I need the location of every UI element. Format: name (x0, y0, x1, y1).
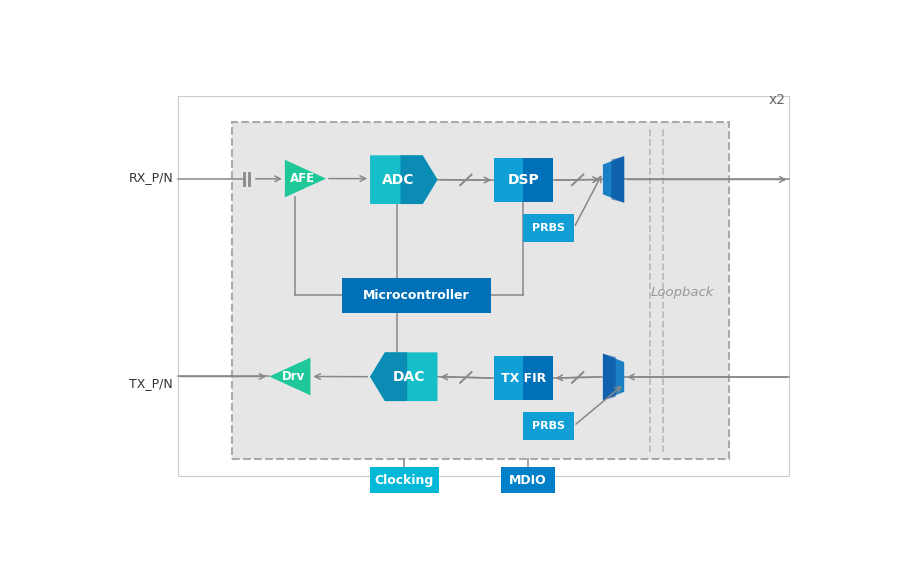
Text: PRBS: PRBS (532, 421, 565, 431)
Polygon shape (370, 352, 438, 401)
Polygon shape (603, 156, 624, 203)
FancyBboxPatch shape (232, 122, 728, 459)
Text: RX_P/N: RX_P/N (128, 171, 173, 184)
Text: Drv: Drv (281, 370, 305, 383)
Text: DAC: DAC (393, 370, 425, 384)
Polygon shape (370, 155, 438, 204)
Text: DSP: DSP (507, 173, 540, 187)
Text: PRBS: PRBS (532, 223, 565, 233)
Polygon shape (603, 354, 616, 400)
Polygon shape (285, 160, 326, 197)
Polygon shape (611, 156, 624, 203)
Polygon shape (495, 356, 523, 400)
Text: Loopback: Loopback (650, 286, 714, 299)
Polygon shape (523, 159, 552, 202)
Text: MDIO: MDIO (509, 474, 547, 487)
Text: TX FIR: TX FIR (501, 371, 546, 385)
Text: Microcontroller: Microcontroller (363, 289, 470, 302)
FancyBboxPatch shape (523, 412, 573, 439)
Text: AFE: AFE (289, 172, 315, 185)
Polygon shape (523, 356, 552, 400)
Polygon shape (603, 354, 624, 400)
FancyBboxPatch shape (501, 467, 554, 493)
Text: x2: x2 (769, 93, 785, 108)
Polygon shape (370, 352, 407, 401)
FancyBboxPatch shape (370, 467, 439, 493)
Polygon shape (400, 155, 438, 204)
FancyBboxPatch shape (523, 214, 573, 242)
Text: Clocking: Clocking (375, 474, 434, 487)
Polygon shape (269, 358, 311, 395)
Text: ADC: ADC (382, 172, 415, 187)
FancyBboxPatch shape (179, 95, 789, 476)
Polygon shape (495, 159, 523, 202)
Text: TX_P/N: TX_P/N (128, 377, 172, 390)
FancyBboxPatch shape (342, 278, 491, 313)
